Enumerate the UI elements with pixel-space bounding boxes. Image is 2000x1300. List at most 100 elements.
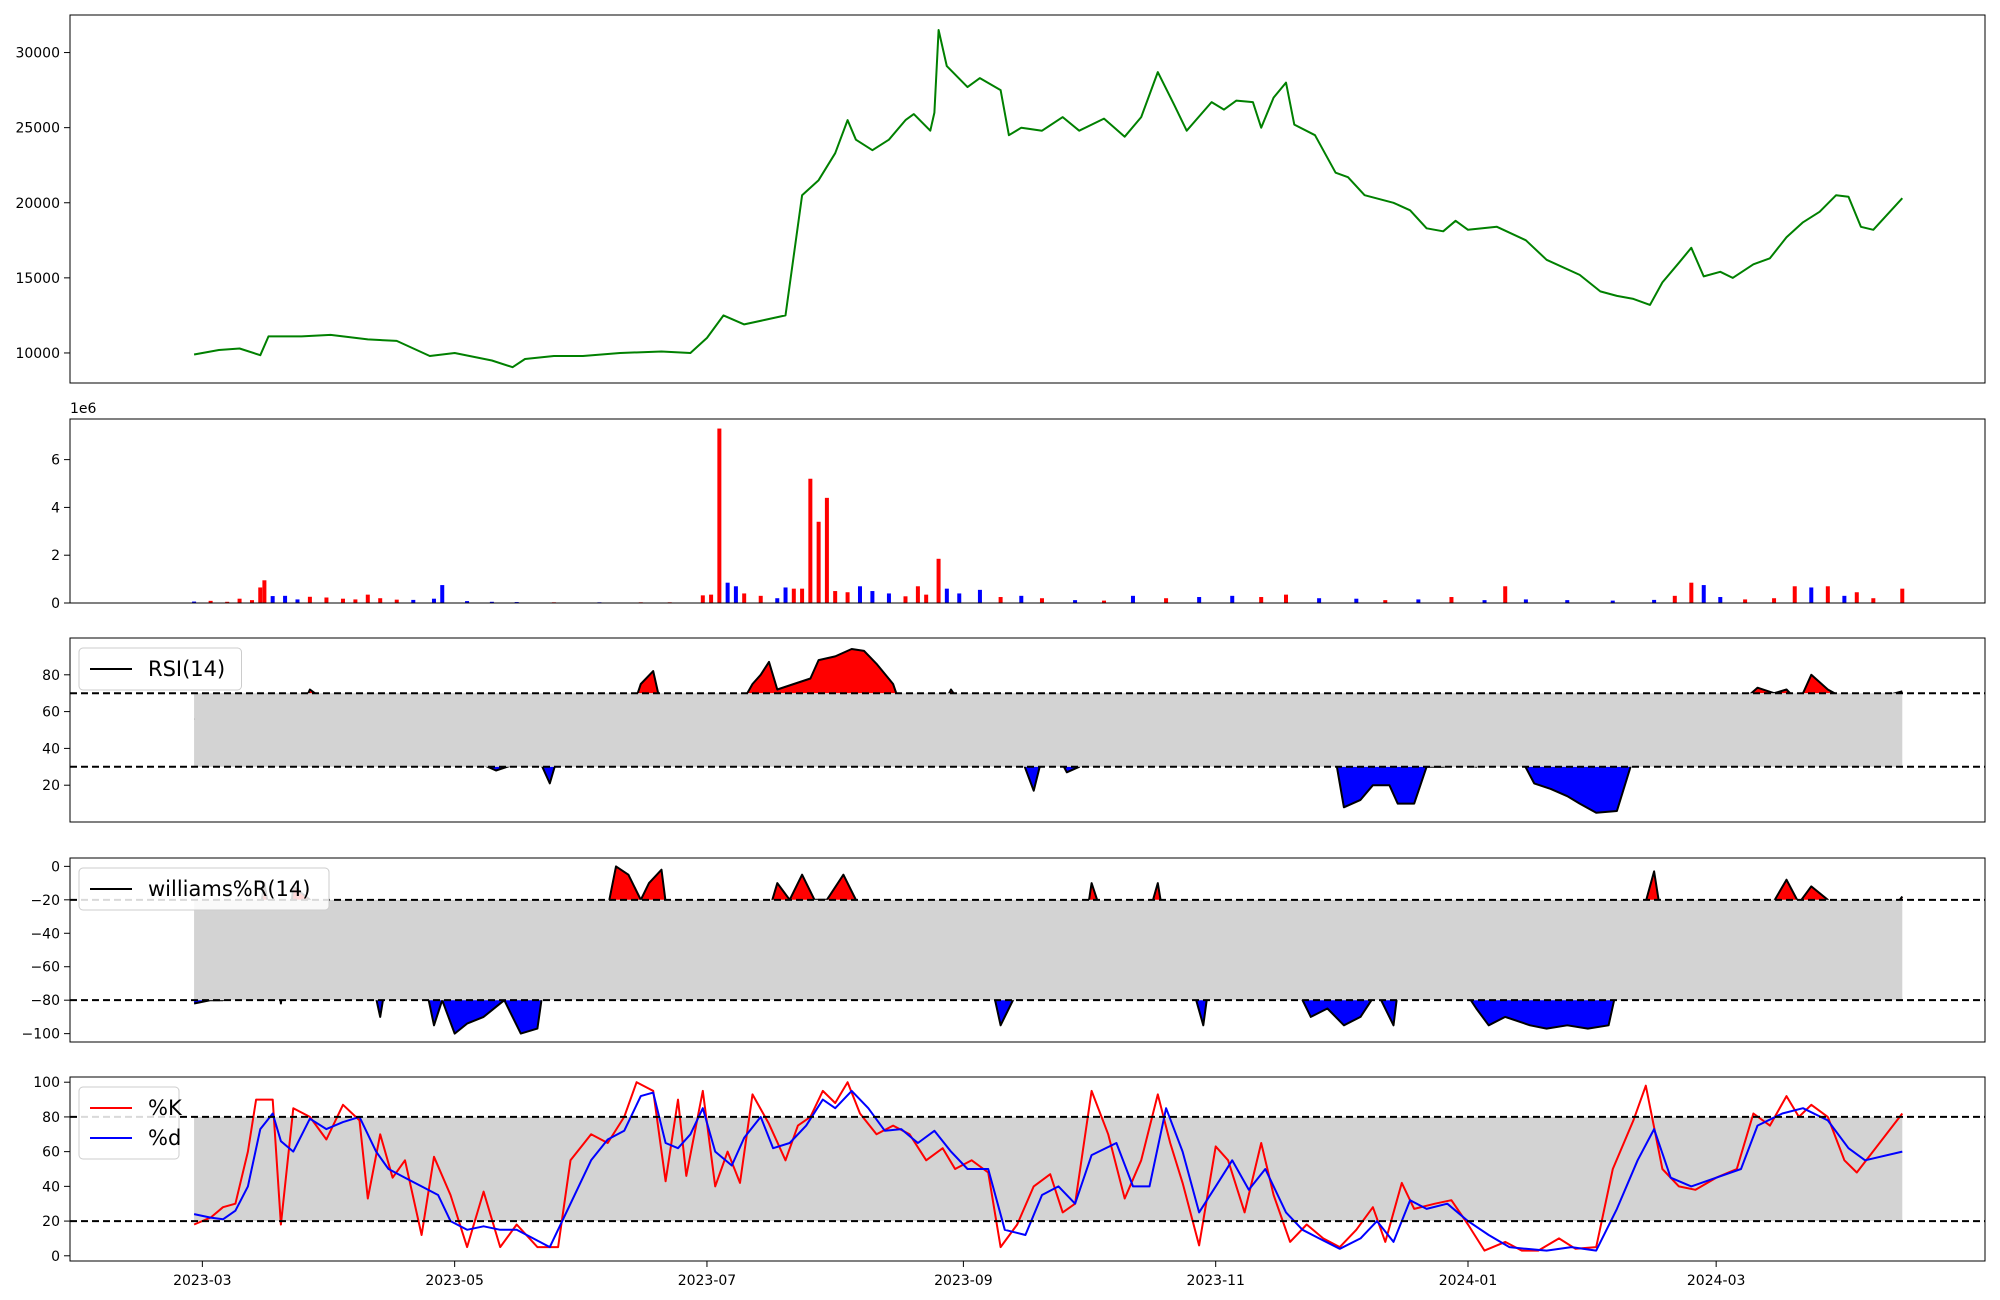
volume-bar bbox=[440, 585, 445, 603]
y-tick-label: −40 bbox=[30, 926, 60, 942]
volume-bar bbox=[1482, 600, 1487, 603]
volume-bar bbox=[192, 601, 197, 603]
oversold-fill bbox=[1525, 766, 1631, 813]
panel-2-legend: RSI(14) bbox=[78, 647, 242, 691]
y-tick-label: 100 bbox=[33, 1075, 60, 1091]
panel-4-band bbox=[194, 1116, 1903, 1222]
y-tick-label: 30000 bbox=[15, 46, 60, 62]
oversold-fill bbox=[504, 1000, 542, 1034]
y-tick-label: 0 bbox=[51, 596, 60, 612]
y-tick-label: 0 bbox=[51, 859, 60, 875]
neutral-band bbox=[194, 899, 1903, 1001]
volume-bar bbox=[1284, 594, 1289, 603]
volume-bar bbox=[1610, 600, 1615, 603]
volume-bar bbox=[1503, 586, 1508, 603]
volume-bar bbox=[1102, 600, 1107, 603]
stochastic-line bbox=[193, 1089, 1903, 1252]
volume-bar bbox=[845, 592, 850, 603]
volume-bar bbox=[249, 600, 254, 603]
volume-bar bbox=[1900, 588, 1905, 603]
y-tick-label: 2 bbox=[51, 548, 60, 564]
volume-bar bbox=[365, 594, 370, 603]
volume-bar bbox=[1383, 600, 1388, 603]
x-axis: 2023-03 2023-05 2023-07 2023-09 2023-11 2024-… bbox=[173, 1261, 1745, 1289]
volume-bar bbox=[1825, 586, 1830, 603]
volume-bar bbox=[1449, 597, 1454, 603]
oversold-fill bbox=[1024, 766, 1040, 791]
volume-bar bbox=[915, 586, 920, 603]
volume-bar bbox=[725, 582, 730, 603]
volume-bar bbox=[886, 593, 891, 603]
volume-bar bbox=[1039, 598, 1044, 603]
volume-bar bbox=[944, 588, 949, 603]
volume-bar bbox=[1130, 595, 1135, 603]
overbought-fill bbox=[640, 869, 666, 900]
y-tick-label: 0 bbox=[51, 1249, 60, 1265]
volume-bar bbox=[742, 593, 747, 603]
volume-bar bbox=[977, 589, 982, 603]
volume-bar bbox=[857, 586, 862, 603]
y-tick-label: 60 bbox=[42, 1145, 60, 1161]
x-tick-label: 2023-07 bbox=[678, 1273, 737, 1289]
volume-bar bbox=[936, 558, 941, 603]
volume-bar bbox=[1792, 586, 1797, 603]
y-tick-label: −80 bbox=[30, 993, 60, 1009]
y-tick-label: 4 bbox=[51, 500, 60, 516]
volume-bar bbox=[378, 598, 383, 603]
oversold-fill bbox=[442, 1000, 505, 1034]
volume-bar bbox=[1701, 585, 1706, 603]
y-tick-label: 20 bbox=[42, 1214, 60, 1230]
legend-box bbox=[78, 647, 242, 691]
volume-bar bbox=[1073, 600, 1078, 603]
volume-bar bbox=[800, 588, 805, 603]
volume-bar bbox=[262, 580, 267, 603]
panel-3-frame bbox=[69, 857, 1986, 1043]
volume-series bbox=[192, 428, 1905, 603]
x-tick-label: 2024-01 bbox=[1439, 1273, 1498, 1289]
x-tick-label: 2023-11 bbox=[1186, 1273, 1245, 1289]
volume-bar bbox=[903, 596, 908, 603]
x-tick-label: 2023-03 bbox=[173, 1273, 232, 1289]
volume-bar bbox=[353, 599, 358, 603]
panel-0-frame bbox=[69, 14, 1986, 384]
volume-bar bbox=[1230, 595, 1235, 603]
y-tick-label: 80 bbox=[42, 1110, 60, 1126]
volume-bar bbox=[791, 588, 796, 603]
volume-bar bbox=[709, 594, 714, 603]
price-series bbox=[193, 29, 1904, 369]
volume-bar bbox=[775, 598, 780, 603]
volume-bar bbox=[431, 598, 436, 603]
panel-2-band bbox=[194, 693, 1903, 767]
panel-2-thresholds bbox=[70, 692, 1985, 768]
volume-bar bbox=[295, 599, 300, 603]
panel-2-y-axis: 20 40 60 80 bbox=[42, 668, 70, 794]
overbought-fill bbox=[1646, 871, 1659, 900]
panel-4-frame bbox=[69, 1076, 1986, 1262]
volume-bar bbox=[808, 478, 813, 603]
panel-3-y-axis: −100 −80 −60 −40 −20 0 bbox=[22, 859, 70, 1043]
overbought-fill bbox=[1774, 879, 1798, 900]
volume-bar bbox=[307, 596, 312, 603]
volume-bar bbox=[1164, 598, 1169, 603]
x-tick-label: 2023-09 bbox=[934, 1273, 993, 1289]
y-tick-label: −20 bbox=[30, 893, 60, 909]
panel-1-y-axis: 0 2 4 6 bbox=[51, 453, 70, 612]
volume-bar bbox=[1743, 599, 1748, 603]
legend-label: %d bbox=[148, 1126, 181, 1150]
volume-bar bbox=[1354, 598, 1359, 603]
x-tick-label: 2024-03 bbox=[1687, 1273, 1746, 1289]
neutral-band bbox=[194, 1116, 1903, 1222]
panel-3-legend: williams%R(14) bbox=[78, 867, 330, 911]
volume-bar bbox=[489, 601, 494, 603]
panel-4-y-axis: 0 20 40 60 80 100 bbox=[33, 1075, 70, 1265]
y-tick-label: 20000 bbox=[15, 196, 60, 212]
volume-bar bbox=[1652, 599, 1657, 603]
volume-bar bbox=[340, 598, 345, 603]
y-tick-label: 6 bbox=[51, 453, 60, 469]
oversold-fill bbox=[1470, 1000, 1615, 1029]
oversold-fill bbox=[1336, 766, 1427, 808]
overbought-fill bbox=[1801, 886, 1828, 900]
y-tick-label: −100 bbox=[22, 1027, 60, 1043]
volume-bar bbox=[1565, 600, 1570, 603]
